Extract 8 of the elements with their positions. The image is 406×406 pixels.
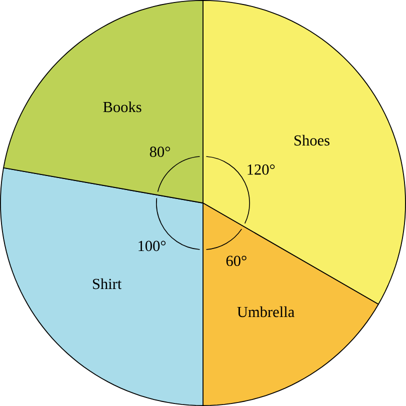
data-label: 100°	[138, 240, 166, 252]
slice-label: Shirt	[92, 278, 122, 290]
data-label: 80°	[150, 146, 170, 157]
slice-label: Books	[103, 101, 142, 112]
slice-label: Shoes	[294, 134, 330, 146]
data-label: 60°	[226, 256, 246, 266]
slice-label: Umbrella	[237, 306, 294, 318]
data-label: 120°	[248, 164, 275, 175]
